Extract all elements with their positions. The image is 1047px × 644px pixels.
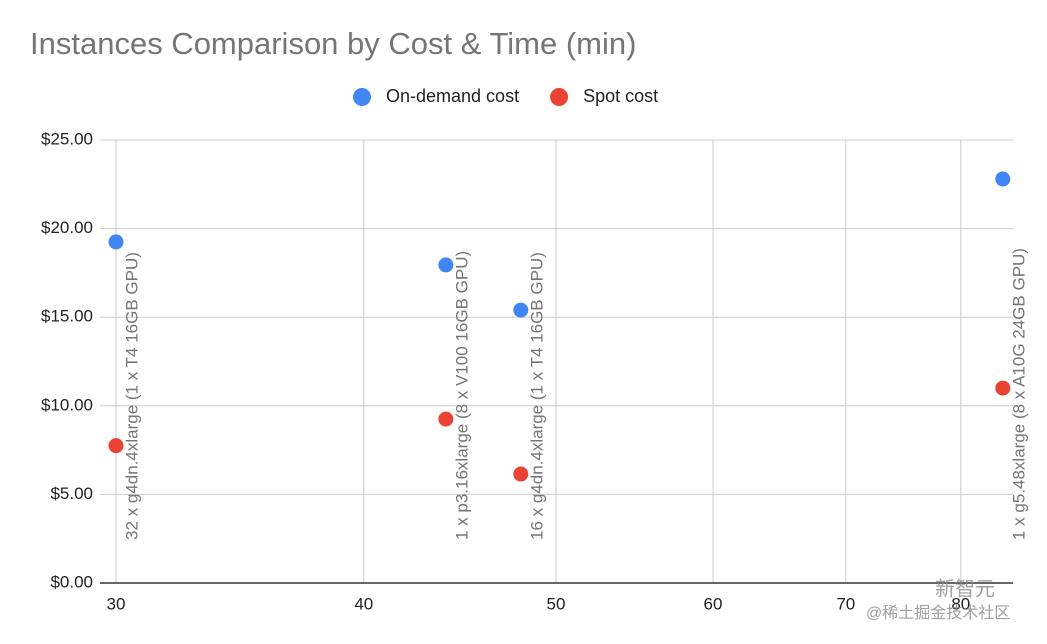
y-tick-label: $5.00 [50,484,93,503]
scatter-point [108,234,124,250]
y-tick-label: $25.00 [41,129,93,148]
x-tick-label: 50 [547,594,566,613]
legend-label: On-demand cost [386,86,519,106]
y-tick-label: $20.00 [41,218,93,237]
x-tick-label: 30 [107,594,126,613]
point-annotation: 16 x g4dn.4xlarge (1 x T4 16GB GPU) [527,252,546,540]
point-annotation: 32 x g4dn.4xlarge (1 x T4 16GB GPU) [122,252,141,540]
scatter-point [995,380,1011,396]
y-tick-label: $0.00 [50,572,93,591]
x-tick-label: 40 [354,594,373,613]
watermark: @稀土掘金技术社区 [866,604,1010,622]
scatter-point [995,171,1011,187]
scatter-point [438,257,454,273]
watermark: 新智元 [935,577,995,600]
point-annotation: 1 x g5.48xlarge (8 x A10G 24GB GPU) [1009,248,1028,540]
x-tick-label: 80 [951,594,970,613]
y-tick-label: $15.00 [41,307,93,326]
scatter-point [513,302,529,318]
chart-title: Instances Comparison by Cost & Time (min… [30,26,636,61]
scatter-point [438,411,454,427]
legend-marker [550,88,569,106]
x-tick-label: 60 [704,594,723,613]
y-tick-label: $10.00 [41,395,93,414]
legend-label: Spot cost [583,86,658,106]
point-annotation: 1 x p3.16xlarge (8 x V100 16GB GPU) [452,251,471,540]
scatter-point [108,438,124,454]
x-tick-label: 70 [836,594,855,613]
legend-marker [353,88,371,106]
scatter-point [513,466,529,482]
